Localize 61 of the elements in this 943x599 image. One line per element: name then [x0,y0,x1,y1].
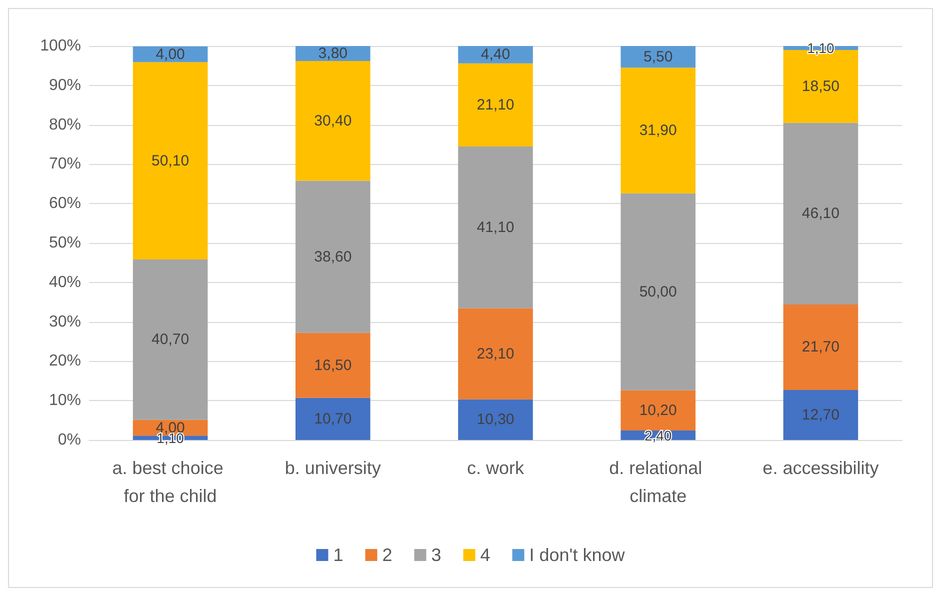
y-tick-label: 10% [48,392,81,410]
y-tick-label: 30% [48,313,81,330]
y-tick-label: 40% [48,274,81,291]
data-label: 23,10 [476,345,514,362]
bar [296,398,370,440]
data-label: 40,70 [152,331,190,348]
data-label: 41,10 [476,218,514,236]
data-label: 31,90 [639,122,677,140]
bar [458,63,533,146]
data-label: 30,40 [314,112,352,130]
data-label: 10,30 [476,411,514,428]
y-tick-label: 80% [48,116,81,134]
data-label: 5,50 [644,48,673,66]
legend-label: 4 [480,545,490,565]
bar [296,60,370,181]
bar [620,68,696,194]
bar [620,390,696,431]
legend-label: 1 [333,545,344,565]
y-tick-label: 70% [48,156,81,173]
data-label: 12,70 [802,406,840,424]
bar [296,332,370,398]
y-tick-label: 90% [48,76,81,94]
y-tick-label: 60% [48,195,81,212]
x-tick-label: b. university [284,458,381,478]
y-tick-label: 50% [48,234,81,252]
bar [132,62,208,260]
data-label: 21,10 [476,96,514,114]
y-tick-label: 100% [40,38,81,54]
bar [458,146,533,308]
bar [783,390,858,440]
data-label: 4,40 [480,46,510,64]
bar [132,260,208,420]
bar [620,193,696,390]
x-tick-label: e. accessibility [762,458,879,478]
data-label: 10,70 [314,410,352,428]
x-tick-label: a. best choice for the child [112,458,228,506]
y-tick-label: 0% [58,432,81,448]
bar [458,399,533,440]
data-label: 38,60 [314,248,352,266]
legend-label: 3 [431,545,442,565]
data-label: 10,20 [639,402,677,419]
bar [296,180,370,333]
data-label: 4,00 [156,46,185,63]
data-label: 50,10 [152,152,190,170]
bar [783,304,858,390]
x-tick-label: c. work [466,458,525,478]
data-label: 16,50 [314,356,352,374]
y-tick-label: 20% [48,352,81,370]
legend-label: 2 [382,545,392,565]
data-label: 2,40 [644,427,672,444]
data-label: 46,10 [802,205,840,222]
data-label: 18,50 [802,78,840,95]
data-label: 3,80 [318,44,348,62]
bar [620,46,696,68]
bar [783,122,858,304]
legend-label: I don't know [529,545,626,565]
data-label: 21,70 [802,338,840,356]
bar [458,308,533,400]
bar [458,46,533,64]
x-tick-label: d. relational climate [609,458,708,506]
data-label: 50,00 [639,283,677,300]
